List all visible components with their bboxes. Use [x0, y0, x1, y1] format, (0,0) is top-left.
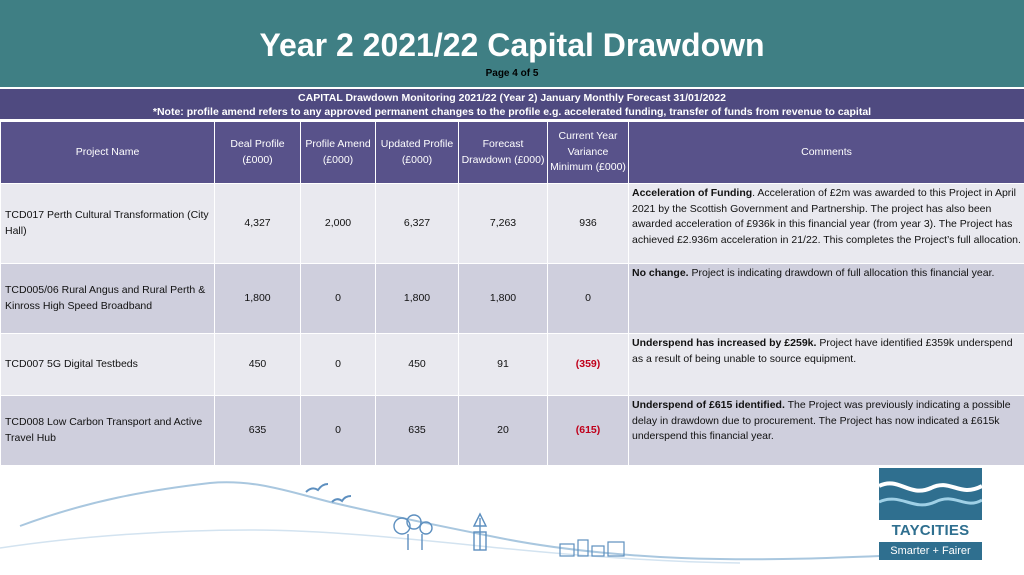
table-header-row: Project Name Deal Profile (£000) Profile… [0, 121, 1024, 184]
column-header-variance: Current Year Variance Minimum (£000) [547, 121, 629, 184]
column-header-updated-profile: Updated Profile (£000) [375, 121, 459, 184]
tay-cities-logo: TAYCITIES Smarter + Fairer [879, 468, 982, 562]
cell-comment: No change. Project is indicating drawdow… [628, 263, 1024, 334]
comment-lead: Acceleration of Funding [632, 187, 753, 199]
cell-updated-profile: 6,327 [375, 183, 459, 264]
cell-deal-profile: 1,800 [214, 263, 301, 334]
cell-updated-profile: 635 [375, 395, 459, 466]
hill-line-icon [0, 529, 741, 564]
cell-deal-profile: 4,327 [214, 183, 301, 264]
comment-lead: No change. [632, 267, 689, 279]
cell-profile-amend: 2,000 [300, 183, 376, 264]
comment-text: . Acceleration of £2m was awarded to thi… [632, 187, 1021, 246]
capital-drawdown-table: Project Name Deal Profile (£000) Profile… [0, 121, 1024, 466]
comment-lead: Underspend of £615 identified. [632, 399, 785, 411]
cell-deal-profile: 450 [214, 333, 301, 396]
table-row: TCD008 Low Carbon Transport and Active T… [0, 395, 1024, 466]
cell-forecast-drawdown: 7,263 [458, 183, 548, 264]
cell-comment: Underspend has increased by £259k. Proje… [628, 333, 1024, 396]
comment-text: Project have identified £359k underspend… [632, 337, 1013, 365]
logo-wordmark: TAYCITIES [891, 522, 970, 539]
cell-profile-amend: 0 [300, 263, 376, 334]
caption-line-1: CAPITAL Drawdown Monitoring 2021/22 (Yea… [298, 92, 726, 104]
cell-variance: 0 [547, 263, 629, 334]
slide-header: Year 2 2021/22 Capital Drawdown Page 4 o… [0, 0, 1024, 87]
page-number: Page 4 of 5 [485, 68, 539, 79]
column-header-deal-profile: Deal Profile (£000) [214, 121, 301, 184]
cell-profile-amend: 0 [300, 333, 376, 396]
cell-forecast-drawdown: 20 [458, 395, 548, 466]
page-title: Year 2 2021/22 Capital Drawdown [259, 27, 765, 63]
column-header-project-name: Project Name [0, 121, 215, 184]
caption-note: *Note: profile amend refers to any appro… [152, 106, 872, 118]
bird-icon [305, 483, 329, 493]
cell-profile-amend: 0 [300, 395, 376, 466]
church-icon [472, 512, 488, 551]
cell-variance: (359) [547, 333, 629, 396]
table-row: TCD005/06 Rural Angus and Rural Perth & … [0, 263, 1024, 334]
cell-project-name: TCD007 5G Digital Testbeds [0, 333, 215, 396]
table-caption: CAPITAL Drawdown Monitoring 2021/22 (Yea… [0, 88, 1024, 119]
cell-updated-profile: 450 [375, 333, 459, 396]
cell-updated-profile: 1,800 [375, 263, 459, 334]
landscape-illustration [0, 481, 881, 564]
column-header-profile-amend: Profile Amend (£000) [300, 121, 376, 184]
cell-comment: Underspend of £615 identified. The Proje… [628, 395, 1024, 466]
cell-project-name: TCD008 Low Carbon Transport and Active T… [0, 395, 215, 466]
comment-text: The Project was previously indicating a … [632, 399, 1011, 442]
table-row: TCD007 5G Digital Testbeds 450 0 450 91 … [0, 333, 1024, 396]
cell-project-name: TCD017 Perth Cultural Transformation (Ci… [0, 183, 215, 264]
cell-comment: Acceleration of Funding. Acceleration of… [628, 183, 1024, 264]
comment-text: Project is indicating drawdown of full a… [688, 267, 995, 279]
column-header-forecast-drawdown: Forecast Drawdown (£000) [458, 121, 548, 184]
cell-deal-profile: 635 [214, 395, 301, 466]
logo-tagline: Smarter + Fairer [879, 542, 982, 560]
bird-icon [331, 495, 352, 503]
cell-variance: (615) [547, 395, 629, 466]
column-header-comments: Comments [628, 121, 1024, 184]
comment-lead: Underspend has increased by £259k. [632, 337, 817, 349]
buildings-icon [559, 539, 625, 557]
trees-icon [393, 514, 433, 550]
cell-forecast-drawdown: 1,800 [458, 263, 548, 334]
hill-line-icon [19, 481, 881, 561]
logo-river-icon [879, 468, 982, 520]
cell-project-name: TCD005/06 Rural Angus and Rural Perth & … [0, 263, 215, 334]
table-row: TCD017 Perth Cultural Transformation (Ci… [0, 183, 1024, 264]
cell-forecast-drawdown: 91 [458, 333, 548, 396]
cell-variance: 936 [547, 183, 629, 264]
